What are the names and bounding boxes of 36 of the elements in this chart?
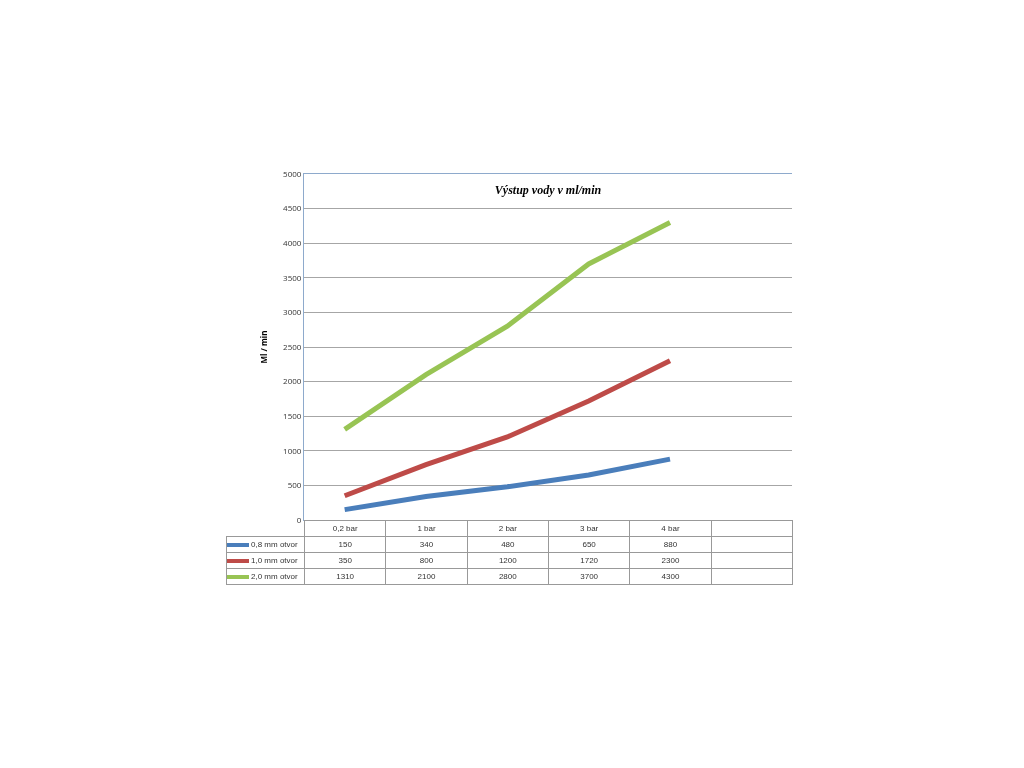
y-tick-label: 4500: [283, 202, 302, 214]
x-tick-label: 3 bar: [548, 520, 630, 537]
y-tick-label: 5000: [283, 167, 302, 179]
data-label: 3700: [548, 568, 630, 585]
y-tick-label: 500: [287, 479, 302, 491]
legend-label: 0,8 mm otvor: [226, 536, 305, 553]
y-tick-label: 1000: [283, 444, 302, 456]
y-tick-label: 3000: [283, 306, 302, 318]
data-label: 350: [304, 552, 386, 569]
legend-label: 1,0 mm otvor: [226, 552, 305, 569]
x-tick-label: 0,2 bar: [304, 520, 386, 537]
y-axis-title: Ml / min: [257, 330, 269, 364]
data-label: 1200: [467, 552, 549, 569]
data-label: 800: [385, 552, 468, 569]
y-tick-label: 4000: [283, 237, 302, 248]
y-tick-label: 0: [296, 513, 302, 525]
data-label: 340: [385, 536, 468, 553]
x-tick-label: 2 bar: [467, 520, 549, 537]
text: Výstup vody v ml/min: [494, 183, 602, 198]
y-tick-label: 2000: [283, 375, 302, 387]
data-label: 1720: [548, 552, 630, 569]
y-tick-label: 2500: [283, 340, 302, 352]
y-tick-label: 1500: [283, 410, 302, 421]
legend-label: 2,0 mm otvor: [226, 568, 305, 585]
data-label: 4300: [629, 568, 712, 585]
x-tick-label: 1 bar: [385, 520, 468, 537]
data-label: 650: [548, 536, 630, 553]
y-tick-label: 3500: [283, 271, 302, 283]
data-label: 1310: [304, 568, 386, 585]
data-label: 2300: [629, 552, 712, 569]
x-tick-label: 4 bar: [629, 520, 712, 537]
data-label: 2800: [467, 568, 549, 585]
data-label: 2100: [385, 568, 468, 585]
data-label: 150: [304, 536, 386, 553]
data-label: 480: [467, 536, 549, 553]
data-label: 880: [629, 536, 712, 553]
